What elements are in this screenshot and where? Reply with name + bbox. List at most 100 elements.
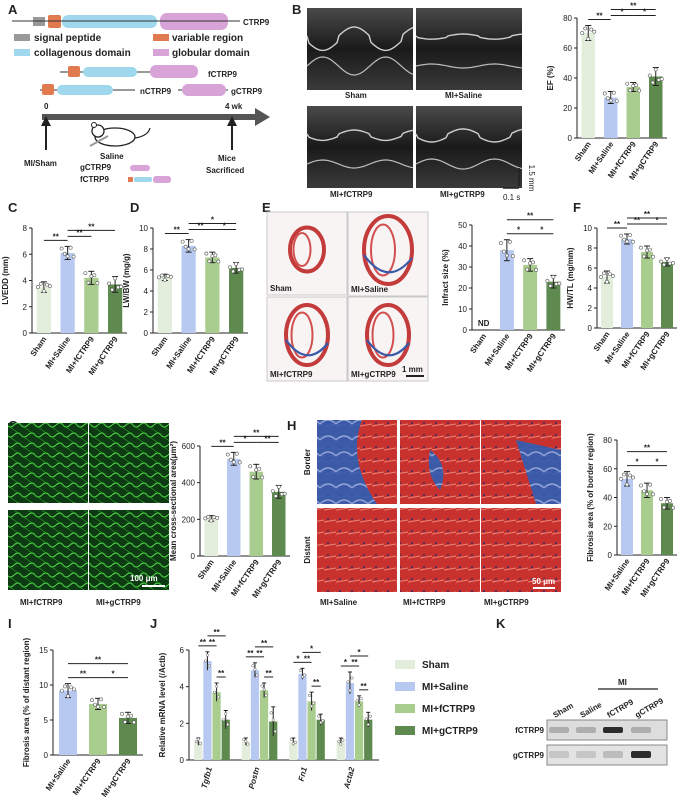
y-axis-label: Relative mRNA level (/Actb) [158,652,167,757]
bar [60,252,75,333]
y-tick-label: 20 [603,522,612,531]
significance-label: ** [351,658,358,667]
significance-label: ** [596,12,603,21]
bar [249,471,263,556]
wga-image [8,510,88,590]
y-axis-label: Infract size (%) [441,249,450,306]
y-tick-label: 40 [563,74,572,83]
y-tick-label: 10 [458,305,467,314]
echo-image [307,106,413,188]
bar [641,490,653,555]
echo-image [416,8,522,90]
legend-label: MI+gCTRP9 [422,726,478,737]
significance-label: * [243,434,247,443]
significance-label: ** [197,222,204,231]
bar [205,257,220,333]
heart-section-image [266,296,348,382]
heart-section-label: MI+fCTRP9 [270,370,313,379]
significance-label: ** [644,444,651,453]
masson-image [400,508,480,592]
y-tick-label: 30 [458,263,467,272]
y-tick-label: 4 [588,284,593,293]
chart-h: 0 20 40 60 80 Fibrosis area (% of border regi… [586,433,677,599]
significance-label: ** [256,649,263,658]
panel-a-schematic: CTRP9 signal peptide variable region col… [12,13,270,184]
bar [221,719,230,760]
x-tick-label: Sham [196,558,216,581]
echo-label: MI+gCTRP9 [440,190,485,199]
y-tick-label: 0 [44,751,49,760]
significance-label: ** [304,654,311,663]
lane-label: fCTRP9 [606,697,636,720]
x-tick-label: Acta2 [342,766,357,791]
wga-label: MI+fCTRP9 [20,598,63,607]
mice-label: Mice [218,154,236,163]
legend-collagenous-domain: collagenous domain [34,48,131,59]
echo-label: MI+Saline [445,91,483,100]
significance-label: ** [53,232,60,241]
heart-section-label: MI+gCTRP9 [351,370,396,379]
scale-mm-label: 1.5 mm [527,165,536,192]
bar [119,717,137,755]
panel-label-j: J [150,616,157,631]
blot-row-label: gCTRP9 [513,751,545,760]
significance-label: * [655,216,659,225]
wga-label: MI+gCTRP9 [96,598,141,607]
significance-label: ** [218,669,225,678]
significance-label: * [344,658,348,667]
bar [212,692,221,760]
y-tick-label: 4 [180,683,185,692]
fctrp9-inject-label: fCTRP9 [80,175,109,184]
y-tick-label: 400 [182,479,196,488]
panel-j-legend: Sham MI+Saline MI+fCTRP9 MI+gCTRP9 [395,660,478,737]
significance-label: ** [313,678,320,687]
significance-label: ** [261,639,268,648]
mouse-icon [89,122,151,147]
y-axis-label: LVEDD (mm) [1,256,10,305]
bar [259,690,269,760]
x-tick-label: Sham [592,330,612,353]
y-tick-label: 2 [23,303,28,312]
bar [181,245,196,333]
y-tick-label: 8 [23,224,28,233]
bar [250,670,260,760]
bar [604,97,618,138]
y-tick-label: 0 [191,552,196,561]
masson-row-label: Distant [303,536,312,563]
significance-label: ** [209,638,216,647]
blot-gctrp9 [546,744,668,766]
significance-label: ** [614,220,621,229]
bar [229,267,244,333]
lane-label: Sham [552,701,575,720]
masson-row-label: Border [303,449,312,475]
panel-label-d: D [130,200,139,215]
bar [307,701,316,760]
bar [272,491,286,556]
bar [661,503,673,555]
bar [661,262,673,328]
y-tick-label: 0 [463,326,468,335]
legend-swatch [395,704,415,713]
bar [649,76,663,138]
y-tick-label: 80 [563,14,572,23]
masson-col-label: MI+gCTRP9 [484,598,529,607]
timeline-bar [42,114,255,120]
chart-i: 0 5 10 15 Fibrosis area (% of distant region… [22,637,143,799]
y-tick-label: 0 [608,551,613,560]
y-tick-label: 6 [23,250,28,259]
bar [227,458,241,556]
significance-label: * [296,654,300,663]
legend-label: MI+Saline [422,682,469,693]
bar [298,673,307,760]
bar [523,264,538,330]
scale-100um-label: 100 μm [130,574,158,583]
y-tick-label: 200 [182,515,196,524]
bar [157,277,172,333]
significance-label: * [517,226,521,235]
significance-label: ** [247,649,254,658]
gctrp9-label: gCTRP9 [231,87,263,96]
